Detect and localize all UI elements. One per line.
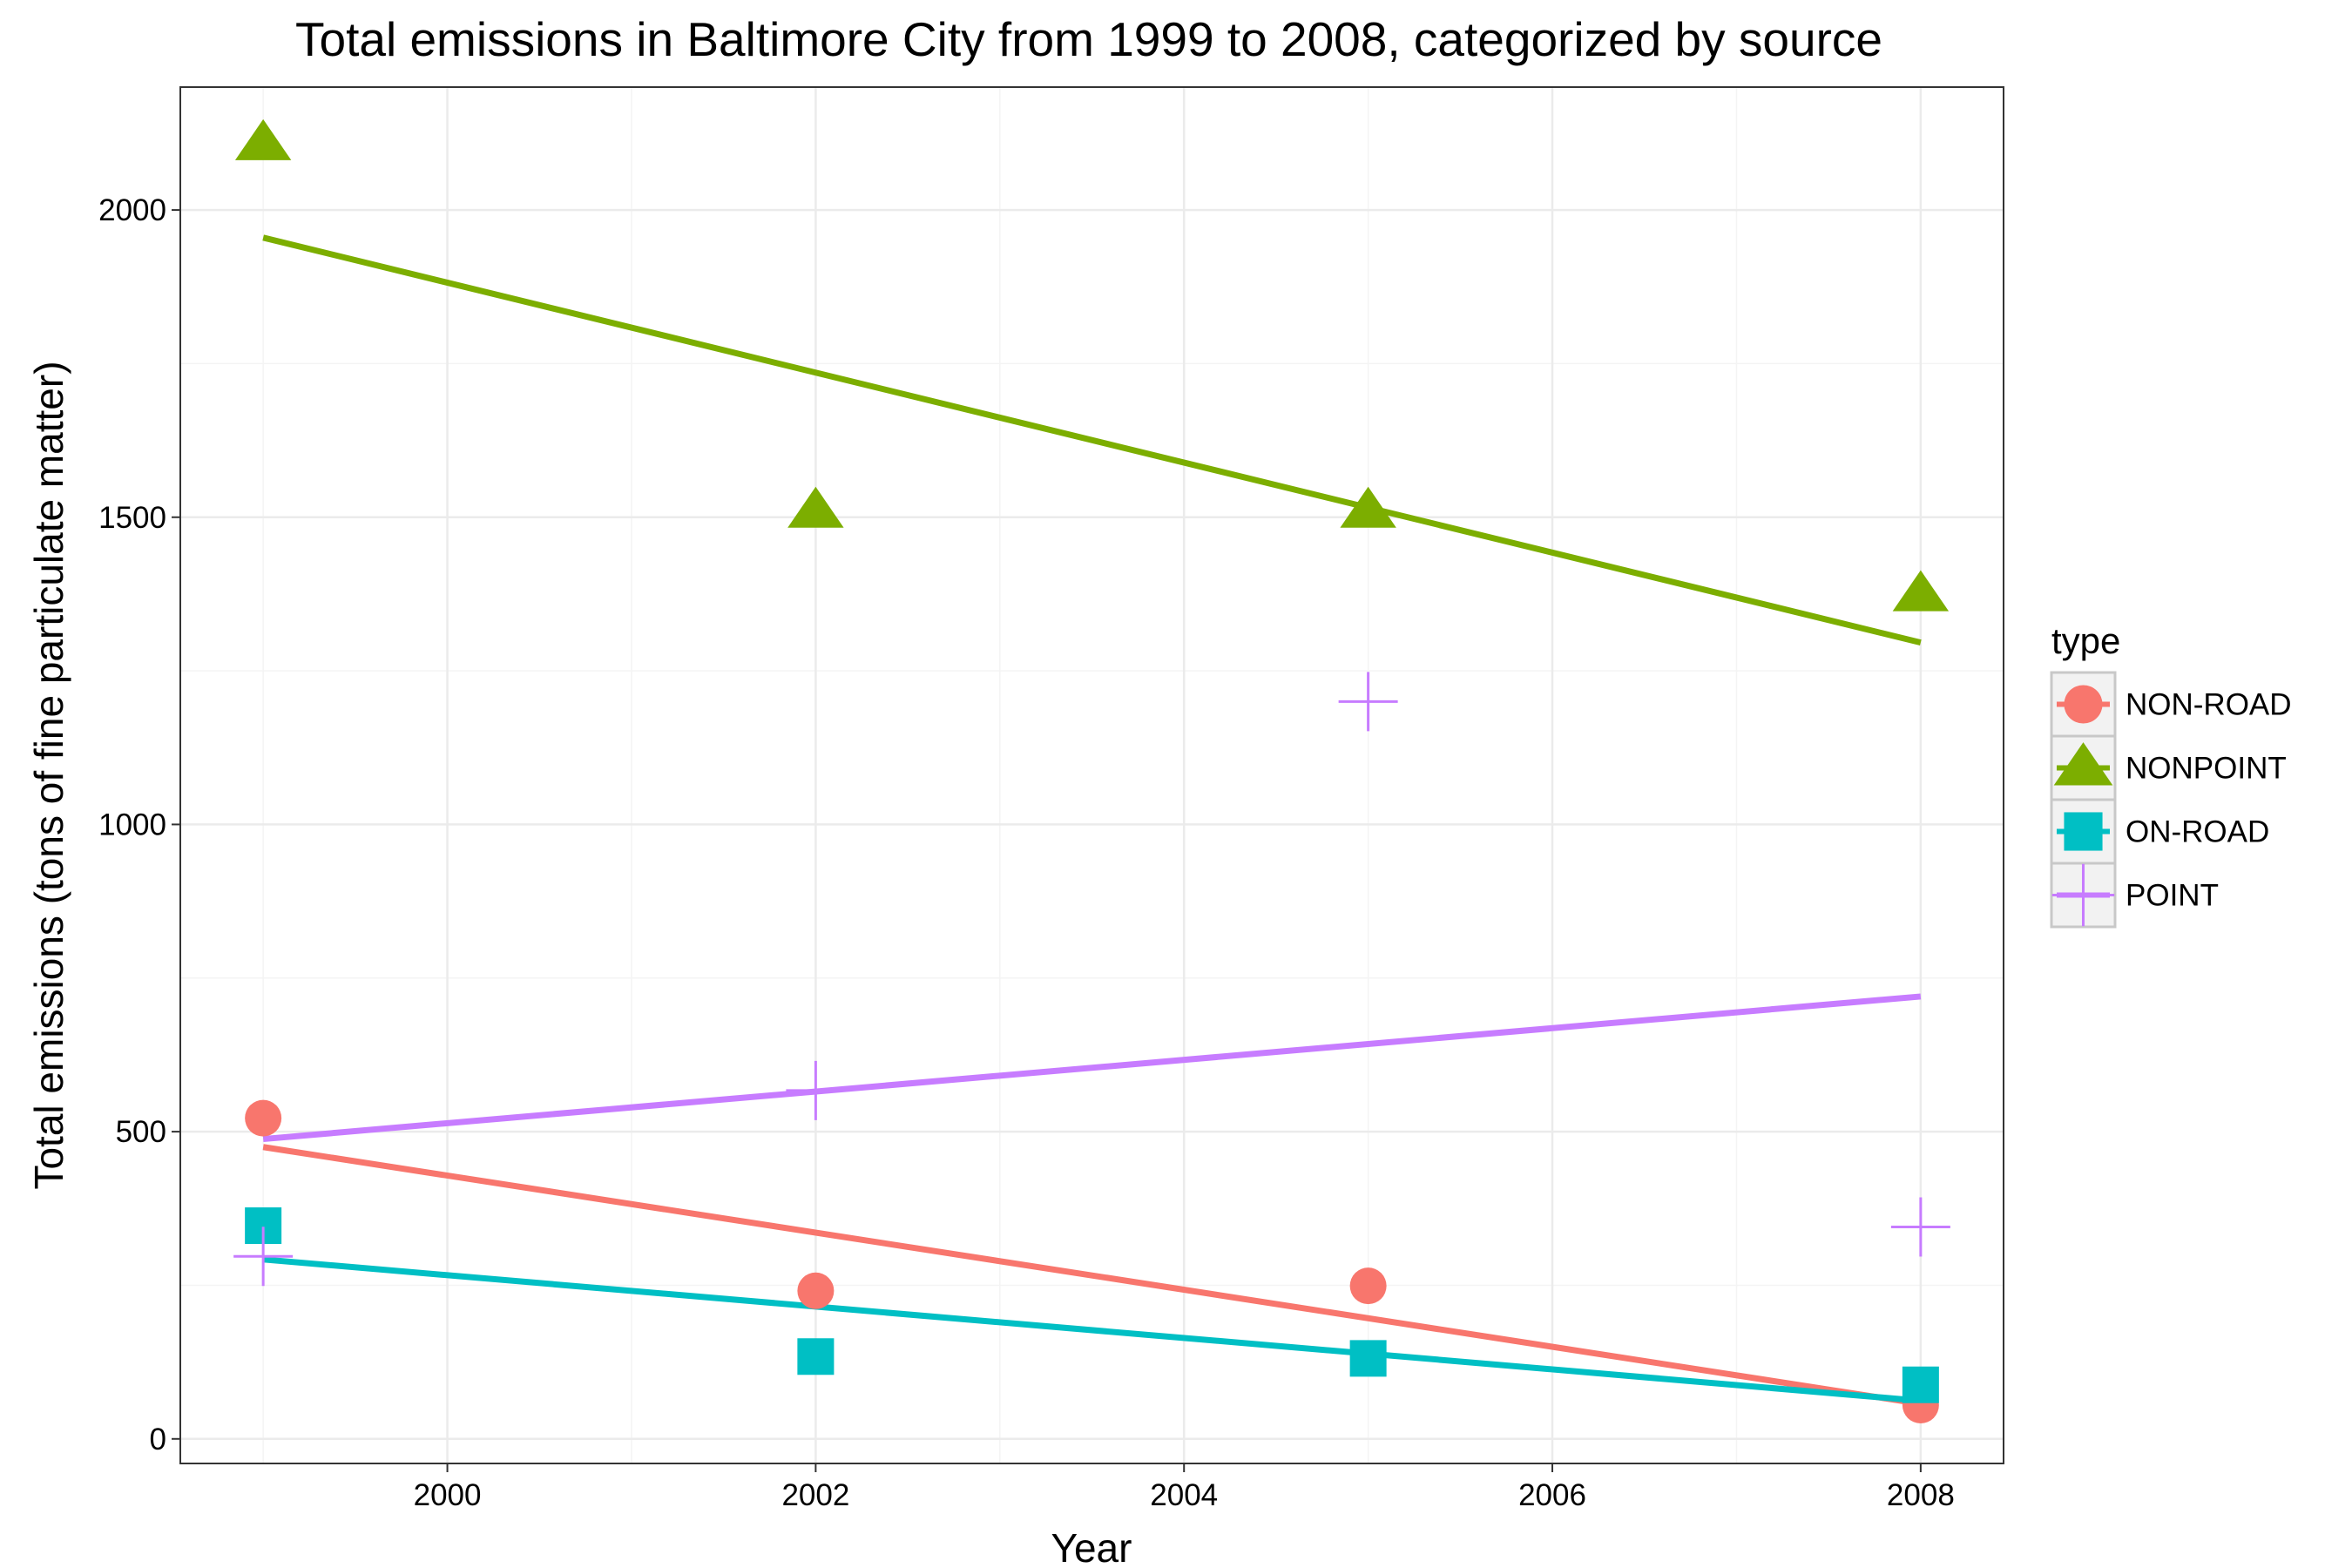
data-point-nonpoint bbox=[234, 118, 292, 160]
y-tick-label: 1500 bbox=[98, 501, 166, 535]
data-point-nonpoint bbox=[1892, 570, 1950, 612]
trend-line-non-road bbox=[262, 1144, 1922, 1408]
legend-label-nonpoint: NONPOINT bbox=[2126, 752, 2287, 786]
trend-line-point bbox=[262, 993, 1922, 1143]
x-axis-title: Year bbox=[1051, 1525, 1132, 1568]
x-tick-label: 2002 bbox=[781, 1478, 849, 1512]
y-tick-label: 0 bbox=[150, 1423, 166, 1456]
data-point-nonpoint bbox=[787, 486, 844, 528]
data-point-point bbox=[233, 1227, 294, 1287]
y-tick-label: 2000 bbox=[98, 193, 166, 227]
legend-key-point bbox=[2051, 863, 2115, 927]
data-point-non-road bbox=[1349, 1267, 1387, 1305]
legend-key-on-road bbox=[2064, 812, 2103, 851]
legend-key-nonpoint bbox=[2053, 742, 2113, 786]
chart-title: Total emissions in Baltimore City from 1… bbox=[295, 12, 1882, 66]
legend-label-non-road: NON-ROAD bbox=[2126, 688, 2292, 722]
x-axis: 2000 2002 2004 2006 2008 bbox=[414, 1463, 1955, 1512]
data-point-nonpoint bbox=[1340, 486, 1396, 528]
x-tick-label: 2006 bbox=[1518, 1478, 1586, 1512]
plot-panel bbox=[180, 87, 2004, 1463]
data-point-point bbox=[1890, 1197, 1950, 1257]
data-point-on-road bbox=[1902, 1366, 1939, 1403]
data-point-point bbox=[786, 1060, 846, 1120]
legend-title: type bbox=[2051, 620, 2120, 661]
legend-label-point: POINT bbox=[2126, 879, 2219, 913]
trend-lines bbox=[262, 234, 1922, 1408]
data-point-non-road bbox=[797, 1272, 835, 1309]
data-point-on-road bbox=[1349, 1340, 1387, 1377]
data-points bbox=[233, 118, 1950, 1423]
y-tick-label: 500 bbox=[116, 1115, 166, 1149]
plot-border bbox=[179, 86, 2004, 1464]
y-tick-label: 1000 bbox=[98, 808, 166, 841]
y-axis: 0 500 1000 1500 2000 bbox=[98, 193, 180, 1456]
data-point-non-road bbox=[245, 1099, 282, 1137]
trend-line-nonpoint bbox=[262, 234, 1922, 646]
data-point-on-road bbox=[797, 1338, 835, 1375]
legend: NON-ROAD NONPOINT ON-ROAD POINT bbox=[2050, 671, 2292, 929]
legend-label-on-road: ON-ROAD bbox=[2126, 815, 2269, 849]
y-axis-title: Total emissions (tons of fine particulat… bbox=[26, 361, 71, 1189]
data-point-point bbox=[1338, 672, 1398, 732]
x-tick-label: 2000 bbox=[414, 1478, 482, 1512]
x-tick-label: 2008 bbox=[1887, 1478, 1955, 1512]
trend-line-on-road bbox=[262, 1256, 1922, 1404]
x-tick-label: 2004 bbox=[1150, 1478, 1218, 1512]
grid-minor bbox=[180, 87, 2004, 1463]
legend-key-non-road bbox=[2064, 685, 2103, 724]
